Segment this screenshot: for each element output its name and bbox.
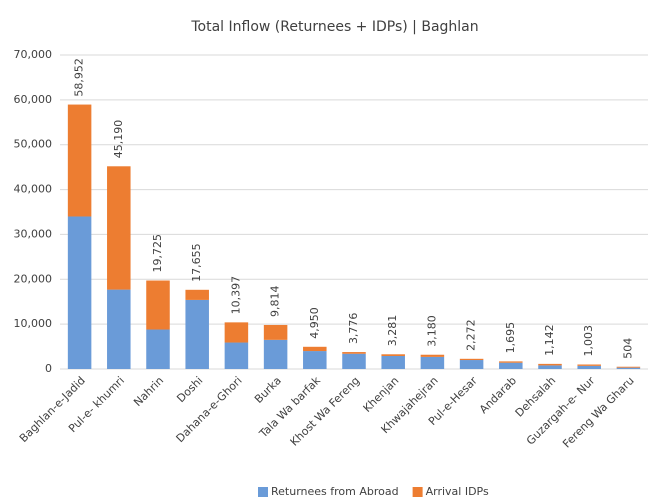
total-label: 3,776 [347, 313, 360, 345]
bar-segment [263, 339, 288, 369]
legend-swatch [258, 487, 268, 497]
bar-segment [499, 361, 523, 363]
bar-segment [459, 360, 484, 369]
total-label: 1,142 [543, 324, 556, 356]
total-label: 58,952 [73, 58, 86, 97]
bar-segment [107, 166, 131, 290]
total-label: 3,281 [386, 315, 399, 347]
total-label: 9,814 [269, 285, 282, 317]
bar-segment [420, 354, 445, 357]
bar-segment [67, 104, 92, 217]
bar-segment [67, 216, 92, 369]
bar-segment [146, 280, 170, 330]
bar-segment [303, 351, 327, 369]
bar-segment [263, 324, 288, 340]
bar-segment [538, 365, 562, 369]
y-tick-label: 60,000 [14, 93, 53, 106]
chart-title: Total Inflow (Returnees + IDPs) | Baghla… [190, 19, 478, 35]
bar-segment [420, 356, 445, 369]
y-tick-label: 0 [45, 362, 52, 375]
total-label: 3,180 [425, 315, 438, 347]
bar-segment [499, 362, 523, 369]
x-tick-label: Burka [252, 374, 284, 406]
x-tick-label: Nahrin [131, 374, 166, 409]
bar-segment [459, 358, 484, 361]
total-label: 504 [621, 338, 634, 359]
y-tick-label: 70,000 [14, 48, 53, 61]
bar-segment [342, 352, 366, 354]
total-label: 1,695 [504, 322, 517, 354]
legend-label: Returnees from Abroad [271, 485, 399, 498]
y-tick-label: 10,000 [14, 317, 53, 330]
bar-segment [146, 329, 170, 369]
bar-segment [616, 366, 641, 368]
total-label: 45,190 [112, 120, 125, 159]
y-tick-label: 30,000 [14, 227, 53, 240]
bar-segment [185, 289, 209, 300]
bar-segment [224, 342, 249, 369]
bar-segment [577, 365, 601, 369]
legend-label: Arrival IDPs [426, 485, 489, 498]
total-label: 17,655 [190, 243, 203, 282]
x-tick-label: Guzargah-e- Nur [524, 374, 598, 448]
bar-segment [185, 299, 209, 369]
total-label: 2,272 [465, 319, 478, 351]
y-tick-label: 40,000 [14, 183, 53, 196]
x-tick-label: Fereng Wa Gharu [560, 374, 636, 450]
x-tick-label: Khost Wa Fereng [288, 374, 363, 449]
total-label: 4,950 [308, 307, 321, 339]
bar-segment [381, 355, 405, 369]
total-label: 1,003 [582, 325, 595, 357]
legend-swatch [412, 487, 423, 497]
bar-segment [538, 363, 562, 366]
bar-segment [107, 289, 131, 369]
bar-segment [577, 364, 601, 366]
y-tick-label: 20,000 [14, 272, 53, 285]
x-tick-label: Baghlan-e-Jadid [17, 374, 88, 445]
bar-segment [224, 322, 249, 343]
y-tick-label: 50,000 [14, 138, 53, 151]
total-label: 19,725 [151, 234, 164, 273]
total-label: 10,397 [229, 276, 242, 315]
bar-segment [616, 367, 641, 369]
x-tick-label: Khenjan [361, 374, 402, 415]
bar-segment [342, 353, 366, 369]
bar-segment [381, 354, 405, 356]
bar-segment [303, 346, 327, 352]
x-tick-label: Doshi [174, 374, 205, 405]
